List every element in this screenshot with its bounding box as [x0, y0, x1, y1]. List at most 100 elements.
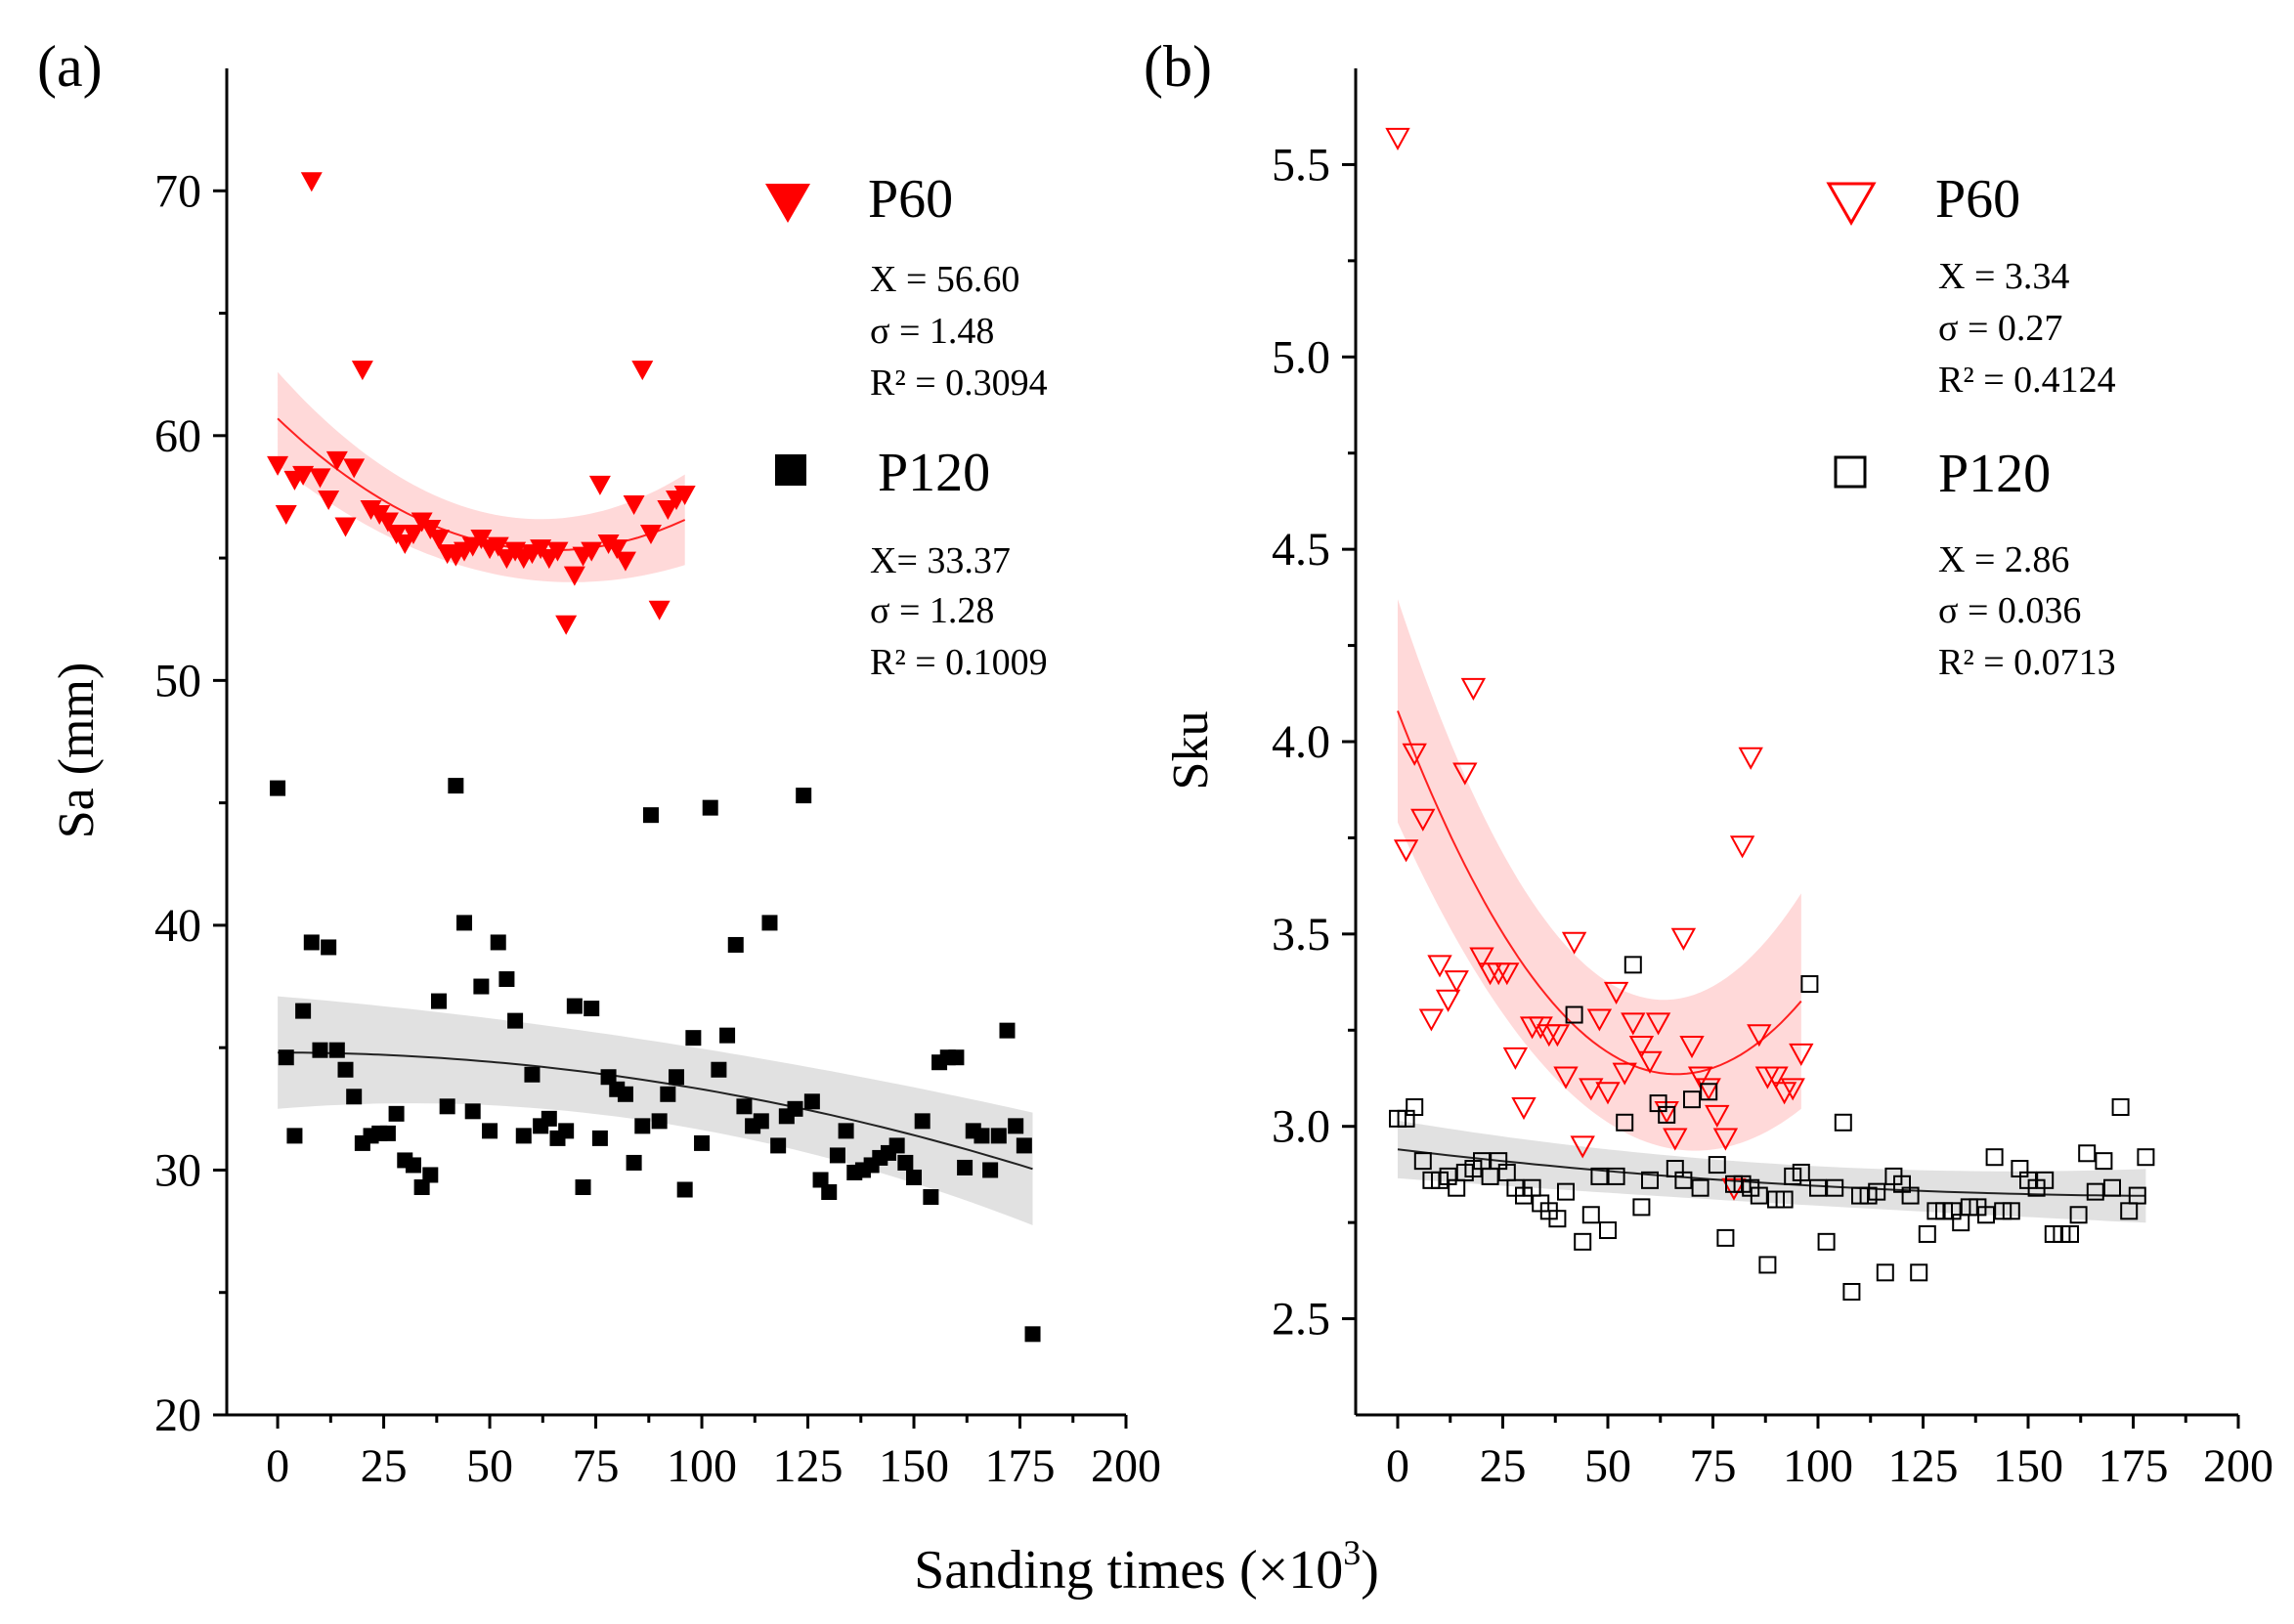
data-point-b-p60-23: [1579, 1078, 1604, 1101]
data-point-b-p60-6: [1435, 989, 1461, 1012]
data-point-a-p120-51: [702, 799, 718, 816]
data-point-a-p120-89: [1024, 1326, 1041, 1343]
data-point-a-p120-30: [524, 1066, 541, 1083]
x-tick-label-b-6: 150: [1993, 1440, 2063, 1492]
data-point-b-p120-54: [1842, 1283, 1861, 1302]
data-point-b-p120-49: [1800, 975, 1819, 994]
data-point-b-p60-8: [1452, 762, 1478, 786]
x-tick-label-b-2: 50: [1584, 1440, 1631, 1492]
data-point-b-p120-81: [2069, 1206, 2088, 1224]
data-point-a-p120-50: [694, 1134, 711, 1151]
data-point-b-p60-21: [1561, 931, 1587, 955]
data-point-b-p60-39: [1712, 1128, 1739, 1151]
data-point-a-p60-6: [318, 490, 340, 510]
data-point-a-p60-26: [487, 536, 509, 557]
data-point-b-p60-3: [1410, 808, 1436, 832]
panel-b: (b) Sku 0 25 50 75 100 125 150 175 200 2.5 3.0 3.5 4…: [1144, 34, 2273, 1492]
x-tick-label-a-6: 150: [879, 1440, 949, 1492]
data-point-b-p120-70: [1977, 1206, 1995, 1224]
data-point-a-p60-11: [360, 499, 382, 520]
x-tick-label-b-4: 100: [1783, 1440, 1853, 1492]
data-point-a-p120-45: [651, 1113, 668, 1130]
y-tick-label-b-4: 4.5: [1272, 524, 1330, 576]
data-point-b-p120-77: [2036, 1171, 2055, 1189]
legend-marker-b-p60: [1826, 182, 1877, 227]
data-point-b-p120-44: [1758, 1256, 1777, 1274]
data-point-b-p120-53: [1834, 1113, 1852, 1132]
data-point-b-p60-34: [1670, 927, 1697, 951]
data-point-b-p60-36: [1687, 1066, 1713, 1090]
x-tick-label-b-8: 200: [2203, 1440, 2273, 1492]
data-point-a-p120-34: [558, 1123, 575, 1139]
data-point-b-p60-1: [1393, 839, 1419, 863]
data-point-a-p120-54: [727, 936, 744, 953]
data-point-a-p60-24: [470, 530, 493, 550]
data-point-b-p120-88: [2128, 1186, 2146, 1205]
data-point-a-p60-19: [427, 530, 450, 550]
data-point-a-p120-80: [948, 1049, 965, 1066]
y-tick-label-b-0: 2.5: [1272, 1294, 1330, 1346]
data-point-b-p120-46: [1775, 1190, 1794, 1209]
data-point-a-p120-88: [1016, 1137, 1032, 1154]
legend-a: P60 X = 56.60 σ = 1.48 R² = 0.3094 P120 …: [765, 169, 1048, 683]
data-point-a-p120-13: [379, 1125, 396, 1141]
data-point-b-p120-32: [1658, 1105, 1676, 1124]
data-point-a-p120-84: [982, 1162, 999, 1178]
x-tick-label-b-7: 175: [2099, 1440, 2169, 1492]
data-point-b-p120-73: [2002, 1202, 2020, 1220]
legend-marker-a-p120: [775, 454, 806, 486]
data-point-a-p60-44: [639, 525, 662, 545]
data-point-a-p120-14: [388, 1105, 405, 1122]
data-point-a-p60-48: [673, 485, 696, 505]
data-point-b-p120-2: [1406, 1098, 1424, 1117]
data-point-a-p120-38: [591, 1130, 608, 1146]
data-point-b-p120-51: [1817, 1232, 1836, 1251]
data-point-b-p60-47: [1780, 1078, 1805, 1101]
data-point-b-p60-26: [1603, 981, 1629, 1004]
x-tick-label-b-3: 75: [1690, 1440, 1737, 1492]
panel-label-a: (a): [37, 34, 103, 99]
data-point-a-p60-40: [606, 539, 628, 560]
data-point-b-p120-19: [1548, 1210, 1567, 1228]
data-point-b-p60-42: [1738, 747, 1763, 770]
x-tick-label-a-1: 25: [361, 1440, 408, 1492]
data-point-a-p120-75: [906, 1169, 923, 1185]
y-tick-label-a-2: 40: [154, 900, 201, 952]
data-point-a-p120-49: [685, 1030, 702, 1047]
data-point-b-p60-17: [1528, 1016, 1553, 1040]
data-point-a-p120-21: [448, 778, 464, 794]
y-tick-label-b-2: 3.5: [1272, 909, 1330, 961]
data-point-a-p120-36: [575, 1178, 591, 1195]
data-point-a-p120-46: [660, 1086, 676, 1102]
x-tick-label-b-1: 25: [1480, 1440, 1527, 1492]
data-point-b-p120-58: [1876, 1263, 1894, 1282]
data-point-a-p120-65: [821, 1184, 838, 1201]
data-point-a-p60-45: [648, 600, 671, 620]
data-point-a-p60-0: [267, 455, 289, 476]
stats-sigma-b-p60: σ = 0.27: [1938, 308, 2062, 349]
data-point-a-p120-9: [346, 1089, 363, 1105]
data-point-a-p120-6: [321, 939, 337, 956]
data-point-b-p120-35: [1683, 1090, 1701, 1109]
data-point-b-p60-10: [1469, 947, 1494, 970]
data-point-a-p120-8: [337, 1061, 354, 1078]
data-point-a-p60-4: [300, 172, 323, 192]
data-point-b-p120-20: [1557, 1182, 1575, 1201]
data-point-a-p120-63: [803, 1093, 820, 1110]
y-tick-label-a-5: 70: [154, 165, 201, 217]
data-point-a-p120-22: [456, 915, 473, 931]
data-point-a-p120-81: [957, 1159, 974, 1175]
data-point-a-p120-41: [617, 1086, 633, 1102]
data-point-a-p120-77: [923, 1189, 939, 1206]
data-point-a-p120-3: [295, 1003, 312, 1019]
data-point-b-p60-48: [1789, 1043, 1814, 1066]
data-point-a-p120-66: [829, 1147, 845, 1164]
confidence-band-a-1: [278, 996, 1033, 1225]
data-point-a-p120-67: [838, 1123, 854, 1139]
data-point-a-p60-34: [555, 615, 578, 635]
data-point-a-p120-16: [405, 1157, 421, 1174]
data-point-a-p60-41: [614, 551, 636, 572]
data-point-b-p120-30: [1641, 1171, 1659, 1189]
data-point-b-p120-85: [2103, 1178, 2121, 1197]
x-tick-label-b-5: 125: [1888, 1440, 1959, 1492]
